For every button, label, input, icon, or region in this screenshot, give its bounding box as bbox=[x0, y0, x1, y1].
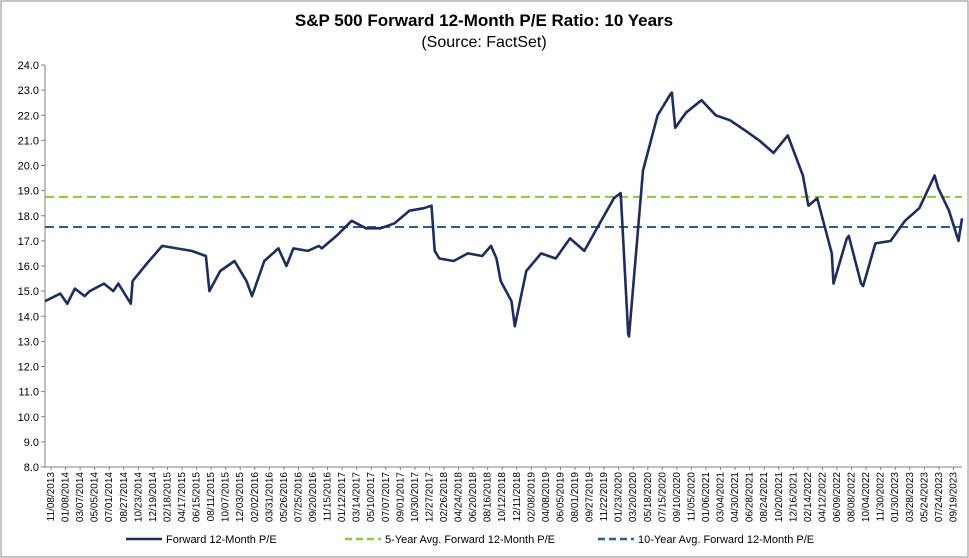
x-tick-label: 10/20/2021 bbox=[774, 472, 785, 522]
x-tick-label: 01/08/2014 bbox=[61, 472, 72, 522]
x-tick-label: 09/27/2019 bbox=[585, 472, 596, 522]
x-tick-label: 01/23/2020 bbox=[614, 472, 625, 522]
x-tick-label: 08/08/2022 bbox=[847, 472, 858, 522]
x-tick-label: 08/16/2018 bbox=[483, 472, 494, 522]
x-tick-label: 06/05/2019 bbox=[555, 472, 566, 522]
y-tick-label: 16.0 bbox=[18, 261, 39, 273]
x-tick-label: 10/12/2018 bbox=[497, 472, 508, 522]
x-tick-label: 05/10/2017 bbox=[366, 472, 377, 522]
x-tick-label: 05/24/2023 bbox=[919, 472, 930, 522]
x-tick-label: 11/08/2013 bbox=[46, 472, 57, 522]
x-tick-label: 09/01/2017 bbox=[395, 472, 406, 522]
x-tick-label: 02/08/2019 bbox=[526, 472, 537, 522]
x-tick-label: 05/18/2020 bbox=[643, 472, 654, 522]
x-tick-label: 04/08/2019 bbox=[541, 472, 552, 522]
x-tick-label: 07/01/2014 bbox=[104, 472, 115, 522]
x-tick-label: 02/18/2015 bbox=[162, 472, 173, 522]
y-tick-label: 18.0 bbox=[18, 211, 39, 223]
x-tick-label: 10/23/2014 bbox=[133, 472, 144, 522]
x-tick-label: 01/06/2021 bbox=[701, 472, 712, 522]
x-tick-label: 11/30/2022 bbox=[876, 472, 887, 522]
x-tick-label: 07/15/2020 bbox=[657, 472, 668, 522]
y-tick-label: 8.0 bbox=[24, 462, 39, 474]
x-tick-label: 07/07/2017 bbox=[381, 472, 392, 522]
x-tick-label: 04/30/2021 bbox=[730, 472, 741, 522]
x-tick-label: 07/25/2016 bbox=[293, 472, 304, 522]
y-tick-label: 14.0 bbox=[18, 311, 39, 323]
x-tick-label: 08/01/2019 bbox=[570, 472, 581, 522]
y-tick-label: 9.0 bbox=[24, 437, 39, 449]
y-tick-label: 12.0 bbox=[18, 362, 39, 374]
x-tick-label: 10/04/2022 bbox=[861, 472, 872, 522]
legend-item-five-year-average: 5-Year Avg. Forward 12-Month P/E bbox=[345, 534, 555, 546]
x-tick-label: 10/07/2015 bbox=[221, 472, 232, 522]
x-tick-label: 05/05/2014 bbox=[90, 472, 101, 522]
x-tick-label: 06/28/2021 bbox=[745, 472, 756, 522]
x-tick-label: 09/20/2016 bbox=[308, 472, 319, 522]
y-tick-label: 19.0 bbox=[18, 186, 39, 198]
x-tick-label: 12/03/2015 bbox=[235, 472, 246, 522]
x-tick-label: 03/20/2020 bbox=[628, 472, 639, 522]
y-tick-label: 21.0 bbox=[18, 135, 39, 147]
y-tick-label: 15.0 bbox=[18, 286, 39, 298]
x-tick-label: 03/04/2021 bbox=[716, 472, 727, 522]
x-tick-label: 11/22/2019 bbox=[599, 472, 610, 522]
chart-subtitle: (Source: FactSet) bbox=[421, 34, 546, 51]
x-tick-label: 02/26/2018 bbox=[439, 472, 450, 522]
x-tick-label: 06/15/2015 bbox=[192, 472, 203, 522]
x-tick-label: 08/11/2015 bbox=[206, 472, 217, 522]
y-tick-label: 10.0 bbox=[18, 412, 39, 424]
x-tick-label: 12/11/2018 bbox=[512, 472, 523, 522]
x-tick-label: 04/12/2022 bbox=[817, 472, 828, 522]
chart-title: S&P 500 Forward 12-Month P/E Ratio: 10 Y… bbox=[295, 11, 673, 30]
y-tick-label: 22.0 bbox=[18, 110, 39, 122]
x-tick-label: 09/19/2023 bbox=[948, 472, 959, 522]
x-tick-label: 07/24/2023 bbox=[934, 472, 945, 522]
legend-label-five-year-average: 5-Year Avg. Forward 12-Month P/E bbox=[385, 534, 555, 546]
x-tick-label: 04/17/2015 bbox=[177, 472, 188, 522]
x-tick-label: 11/05/2020 bbox=[686, 472, 697, 522]
y-tick-label: 11.0 bbox=[18, 387, 39, 399]
x-tick-label: 03/14/2017 bbox=[352, 472, 363, 522]
x-tick-label: 03/28/2023 bbox=[905, 472, 916, 522]
y-tick-label: 20.0 bbox=[18, 161, 39, 173]
legend: Forward 12-Month P/E 5-Year Avg. Forward… bbox=[126, 534, 814, 546]
legend-item-ten-year-average: 10-Year Avg. Forward 12-Month P/E bbox=[598, 534, 814, 546]
x-tick-label: 05/26/2016 bbox=[279, 472, 290, 522]
y-tick-label: 17.0 bbox=[18, 236, 39, 248]
legend-label-ten-year-average: 10-Year Avg. Forward 12-Month P/E bbox=[638, 534, 814, 546]
x-tick-label: 12/19/2014 bbox=[148, 472, 159, 522]
plot-area: 8.0 9.0 10.0 11.0 12.0 13.0 14.0 15.0 16.0 17.0 18… bbox=[18, 60, 964, 522]
x-tick-label: 12/27/2017 bbox=[424, 472, 435, 522]
x-tick-label: 09/10/2020 bbox=[672, 472, 683, 522]
y-tick-label: 23.0 bbox=[18, 85, 39, 97]
legend-item-forward-pe: Forward 12-Month P/E bbox=[126, 534, 277, 546]
x-tick-label: 06/20/2018 bbox=[468, 472, 479, 522]
x-tick-label: 01/12/2017 bbox=[337, 472, 348, 522]
x-tick-label: 02/14/2022 bbox=[803, 472, 814, 522]
x-tick-label: 02/02/2016 bbox=[250, 472, 261, 522]
x-tick-label: 04/24/2018 bbox=[454, 472, 465, 522]
x-tick-label: 10/30/2017 bbox=[410, 472, 421, 522]
x-tick-label: 06/09/2022 bbox=[832, 472, 843, 522]
x-tick-label: 03/31/2016 bbox=[264, 472, 275, 522]
y-ticks: 8.0 9.0 10.0 11.0 12.0 13.0 14.0 15.0 16.0 17.0 18… bbox=[18, 60, 45, 474]
y-tick-label: 13.0 bbox=[18, 336, 39, 348]
x-tick-label: 08/24/2021 bbox=[759, 472, 770, 522]
x-tick-label: 03/07/2014 bbox=[75, 472, 86, 522]
x-tick-label: 11/15/2016 bbox=[323, 472, 334, 522]
x-tick-label: 08/27/2014 bbox=[119, 472, 130, 522]
forward-pe-line bbox=[44, 91, 964, 338]
x-tick-label: 01/30/2023 bbox=[890, 472, 901, 522]
y-tick-label: 24.0 bbox=[18, 60, 39, 72]
x-ticks: 11/08/2013 01/08/2014 03/07/2014 05/05/2014… bbox=[46, 467, 959, 522]
legend-label-forward-pe: Forward 12-Month P/E bbox=[166, 534, 277, 546]
x-tick-label: 12/16/2021 bbox=[788, 472, 799, 522]
